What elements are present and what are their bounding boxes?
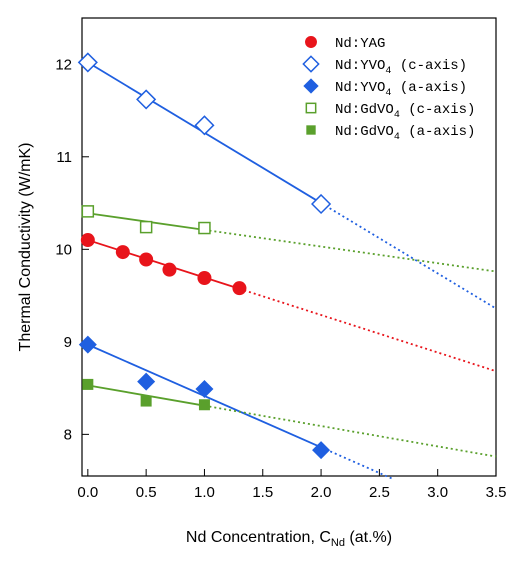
data-point [140,395,152,407]
legend-label-name: Nd:YVO [335,58,385,74]
data-point [81,205,95,218]
data-point [194,115,215,136]
fit-line-solid [87,239,240,290]
fit-line-solid [87,384,205,407]
x-tick-label: 3.5 [486,484,507,501]
x-axis-label-sub: Nd [331,537,345,549]
legend-label-suffix: (a-axis) [400,124,476,140]
data-point [80,233,95,248]
fit-line-extrapolated [204,404,497,458]
legend-label-name: Nd:YAG [335,36,385,52]
x-tick-label: 3.0 [427,484,448,501]
legend-label-sub: 4 [394,110,400,121]
x-tick-label: 1.0 [194,484,215,501]
fit-line-extrapolated [204,228,497,273]
data-point [197,270,212,285]
x-tick-label: 2.5 [369,484,390,501]
data-point [232,281,247,296]
y-tick-label: 9 [64,334,72,351]
data-point [136,89,157,110]
legend-label: Nd:YVO4 (c-axis) [335,58,467,77]
data-point [82,378,94,390]
y-axis-label: Thermal Conductivity (W/mK) [17,143,34,352]
data-point [139,252,154,267]
legend-marker [305,36,317,48]
x-tick-label: 0.5 [136,484,157,501]
legend-label-suffix: (a-axis) [391,80,467,96]
data-point [195,380,214,399]
legend-label-name: Nd:GdVO [335,124,394,140]
y-tick-label: 12 [55,56,72,73]
legend-label-sub: 4 [385,88,391,99]
x-tick-label: 1.5 [252,484,273,501]
data-points [77,52,332,460]
legend-label-suffix: (c-axis) [400,102,476,118]
legend-marker [305,102,317,114]
x-axis-label-main: Nd Concentration, C [186,529,331,546]
legend-label-sub: 4 [394,132,400,143]
x-ticks: 0.0 0.5 1.0 1.5 2.0 2.5 3.0 3.5 [77,469,506,501]
legend-label-name: Nd:GdVO [335,102,394,118]
y-tick-label: 10 [55,241,72,258]
x-tick-label: 2.0 [311,484,332,501]
x-axis-label: Nd Concentration, CNd (at.%) [186,529,392,549]
data-point [198,221,211,235]
fit-line-extrapolated [320,446,394,480]
legend-marker [303,78,319,94]
legend-label: Nd:YVO4 (a-axis) [335,80,467,99]
fit-line-extrapolated [239,287,497,373]
legend-label-suffix: (c-axis) [391,58,467,74]
x-tick-label: 0.0 [77,484,98,501]
legend-marker [302,55,320,73]
data-point [78,335,97,354]
fit-line-extrapolated [320,202,497,310]
data-point [77,52,98,73]
y-tick-label: 8 [64,426,72,443]
plot-frame [81,17,497,477]
legend-label: Nd:YAG [335,36,385,52]
x-axis-label-unit: (at.%) [345,529,392,546]
data-point [312,441,331,460]
y-tick-label: 11 [56,149,72,166]
data-point [137,372,156,391]
legend-label-sub: 4 [385,66,391,77]
data-point [198,399,210,411]
data-point [139,220,153,234]
legend-label-name: Nd:YVO [335,80,385,96]
legend-marker [306,125,316,135]
legend-label: Nd:GdVO4 (a-axis) [335,124,475,143]
legend-label: Nd:GdVO4 (c-axis) [335,102,475,121]
data-point [115,245,130,260]
data-point [311,193,332,215]
data-point [162,262,177,277]
